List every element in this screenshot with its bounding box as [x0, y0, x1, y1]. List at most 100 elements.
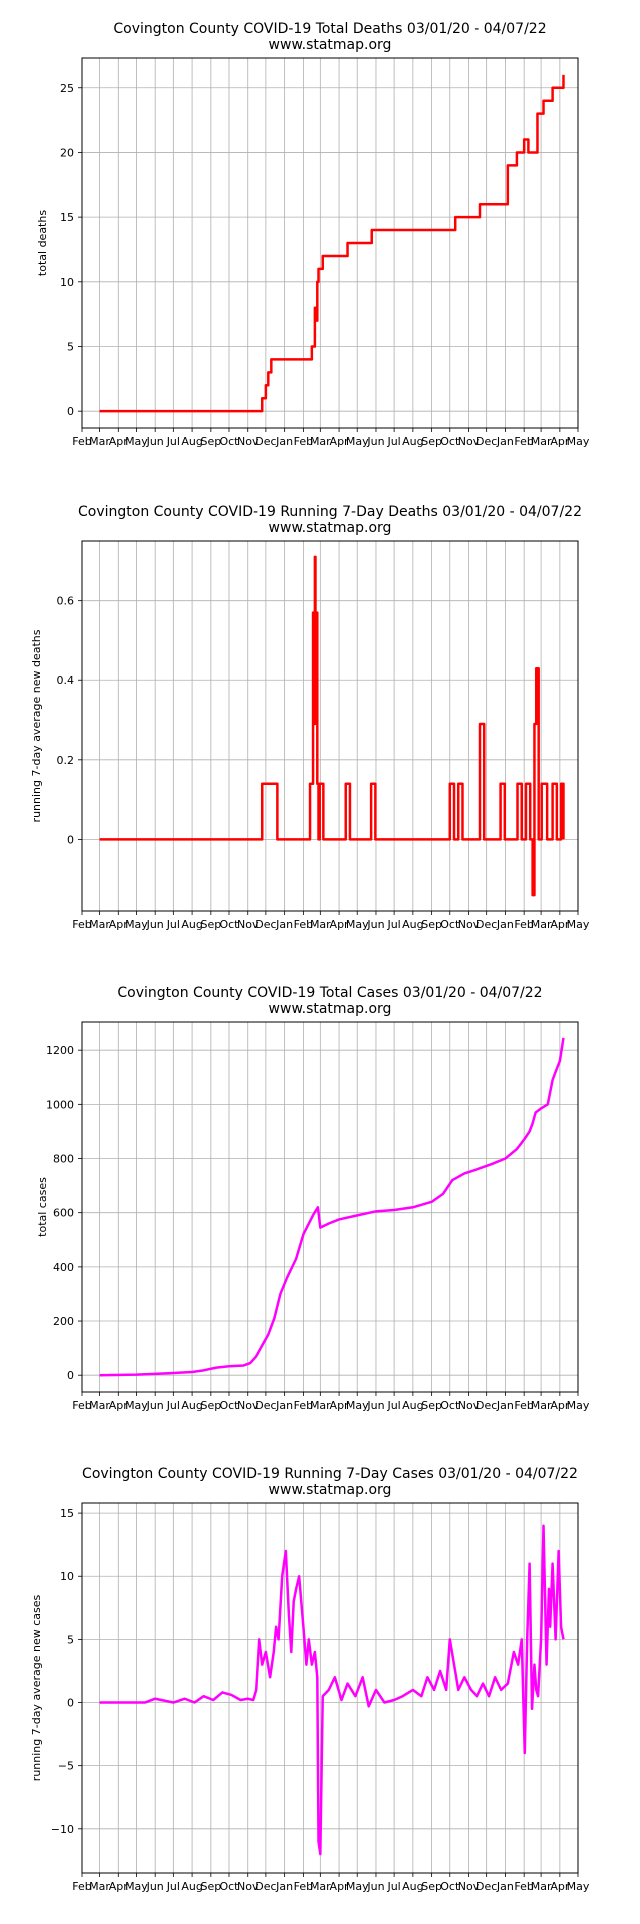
x-tick-label: Feb — [514, 1880, 533, 1893]
x-tick-label: Nov — [237, 918, 259, 931]
x-tick-label: Feb — [294, 1399, 313, 1412]
x-tick-label: Oct — [440, 1399, 460, 1412]
x-tick-label: Dec — [476, 1399, 497, 1412]
x-tick-label: Mar — [310, 918, 331, 931]
data-line — [99, 1037, 565, 1377]
x-tick-label: Feb — [72, 435, 91, 448]
y-tick-label: 0 — [67, 1369, 74, 1382]
chart-panel-2: Covington County COVID-19 Running 7-Day … — [30, 504, 590, 931]
x-tick-label: Mar — [89, 1399, 110, 1412]
x-tick-label: Dec — [476, 435, 497, 448]
plot-frame — [81, 57, 579, 429]
x-tick-label: May — [125, 1880, 148, 1893]
x-tick-label: Nov — [458, 435, 480, 448]
x-tick-label: Jan — [275, 1880, 293, 1893]
x-tick-label: Mar — [89, 435, 110, 448]
x-tick-label: May — [567, 435, 590, 448]
x-tick-label: Apr — [109, 435, 129, 448]
plot-frame — [81, 1502, 579, 1874]
x-tick-label: Feb — [514, 918, 533, 931]
x-tick-label: Feb — [72, 1880, 91, 1893]
x-tick-label: May — [346, 435, 369, 448]
y-tick-label: 25 — [60, 82, 74, 95]
x-tick-label: Apr — [550, 1880, 570, 1893]
x-tick-label: Mar — [310, 435, 331, 448]
x-tick-label: Dec — [255, 1880, 276, 1893]
x-tick-label: Dec — [255, 1399, 276, 1412]
x-tick-label: Aug — [402, 918, 423, 931]
x-tick-label: Apr — [109, 918, 129, 931]
x-tick-label: Jul — [386, 918, 400, 931]
x-tick-label: Sep — [200, 435, 221, 448]
x-tick-label: Jul — [166, 918, 180, 931]
x-tick-label: Feb — [72, 1399, 91, 1412]
x-tick-label: Feb — [514, 435, 533, 448]
x-tick-label: Jun — [366, 1399, 384, 1412]
x-tick-label: Jun — [146, 918, 164, 931]
x-tick-label: Sep — [200, 1399, 221, 1412]
x-tick-label: Apr — [550, 1399, 570, 1412]
y-tick-label: −5 — [58, 1760, 74, 1773]
x-tick-label: Aug — [181, 918, 202, 931]
x-tick-label: Mar — [89, 918, 110, 931]
y-tick-label: 800 — [53, 1153, 74, 1166]
plot-frame — [81, 540, 579, 912]
y-tick-label: 10 — [60, 276, 74, 289]
x-tick-label: Sep — [421, 1880, 442, 1893]
x-tick-label: May — [346, 918, 369, 931]
x-tick-label: Mar — [89, 1880, 110, 1893]
x-tick-label: Jan — [496, 918, 514, 931]
y-axis-label: total deaths — [36, 210, 49, 276]
y-tick-label: 20 — [60, 146, 74, 159]
x-tick-label: Aug — [181, 1399, 202, 1412]
x-tick-label: Feb — [514, 1399, 533, 1412]
x-tick-label: Jul — [166, 435, 180, 448]
x-tick-label: Oct — [219, 435, 239, 448]
data-line — [99, 1524, 565, 1856]
y-tick-label: 5 — [67, 1633, 74, 1646]
x-tick-label: Aug — [181, 435, 202, 448]
y-tick-label: 1200 — [46, 1044, 74, 1057]
x-tick-label: Mar — [531, 435, 552, 448]
x-tick-label: May — [567, 1399, 590, 1412]
x-tick-label: Jan — [496, 1399, 514, 1412]
x-tick-label: Oct — [219, 1880, 239, 1893]
x-tick-label: Oct — [440, 1880, 460, 1893]
x-tick-label: Jan — [275, 435, 293, 448]
chart-title: Covington County COVID-19 Total Deaths 0… — [113, 21, 546, 37]
chart-panel-4: Covington County COVID-19 Running 7-Day … — [30, 1466, 590, 1893]
x-tick-label: Sep — [421, 918, 442, 931]
chart-subtitle: www.statmap.org — [269, 37, 392, 53]
x-tick-label: Apr — [109, 1880, 129, 1893]
data-line — [99, 74, 565, 413]
x-tick-label: May — [125, 1399, 148, 1412]
x-tick-label: Jan — [275, 1399, 293, 1412]
y-tick-label: 0 — [67, 1697, 74, 1710]
chart-title: Covington County COVID-19 Total Cases 03… — [117, 985, 542, 1001]
x-tick-label: Jun — [366, 1880, 384, 1893]
x-tick-label: Nov — [458, 1880, 480, 1893]
x-tick-label: Feb — [294, 435, 313, 448]
y-tick-label: 0.6 — [57, 595, 75, 608]
plot-frame — [81, 1021, 579, 1393]
x-tick-label: Nov — [458, 1399, 480, 1412]
x-tick-label: Oct — [219, 1399, 239, 1412]
x-tick-label: Sep — [200, 918, 221, 931]
y-tick-label: −10 — [51, 1823, 74, 1836]
x-tick-label: May — [567, 918, 590, 931]
x-tick-label: Jun — [146, 1399, 164, 1412]
x-tick-label: May — [125, 435, 148, 448]
x-tick-label: Aug — [402, 435, 423, 448]
x-tick-label: May — [346, 1880, 369, 1893]
x-tick-label: Feb — [294, 918, 313, 931]
x-tick-label: Jul — [386, 1880, 400, 1893]
y-tick-label: 15 — [60, 211, 74, 224]
y-tick-label: 5 — [67, 340, 74, 353]
x-tick-label: Sep — [200, 1880, 221, 1893]
x-tick-label: Apr — [550, 918, 570, 931]
x-tick-label: Jan — [496, 1880, 514, 1893]
y-axis-label: running 7-day average new deaths — [30, 629, 43, 822]
x-tick-label: Feb — [294, 1880, 313, 1893]
x-tick-label: Nov — [237, 1399, 259, 1412]
